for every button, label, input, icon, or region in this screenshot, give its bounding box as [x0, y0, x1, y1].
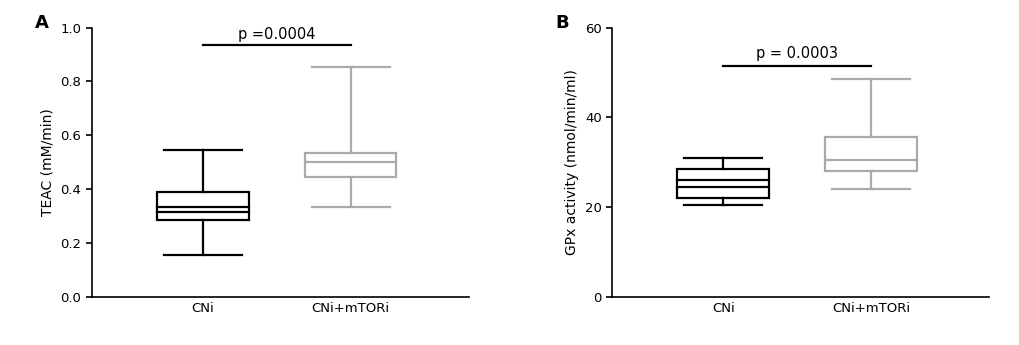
Polygon shape	[677, 169, 768, 198]
Polygon shape	[824, 137, 916, 171]
Polygon shape	[157, 192, 249, 220]
Y-axis label: TEAC (mM/min): TEAC (mM/min)	[41, 108, 55, 216]
Text: p =0.0004: p =0.0004	[237, 27, 315, 42]
Text: p = 0.0003: p = 0.0003	[755, 46, 838, 61]
Text: B: B	[555, 14, 569, 32]
Polygon shape	[305, 153, 396, 177]
Text: A: A	[36, 14, 49, 32]
Y-axis label: GPx activity (nmol/min/ml): GPx activity (nmol/min/ml)	[565, 69, 579, 255]
